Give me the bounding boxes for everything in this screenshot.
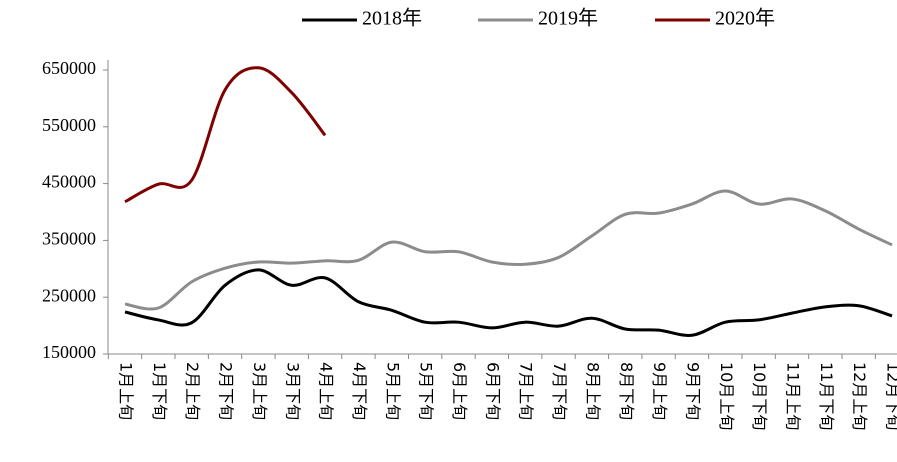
x-tick-label: 10月上旬 (717, 362, 736, 430)
x-tick-label: 6月上旬 (450, 362, 469, 420)
x-tick-label: 8月上旬 (583, 362, 602, 420)
x-tick-label: 2月上旬 (183, 362, 202, 420)
x-tick-label: 10月下旬 (750, 362, 769, 430)
legend-label: 2019年 (538, 7, 598, 30)
x-tick-label: 11月上旬 (784, 362, 803, 430)
x-tick-label: 7月上旬 (517, 362, 536, 420)
x-tick-label: 1月下旬 (150, 362, 169, 420)
x-tick-label: 5月上旬 (383, 362, 402, 420)
legend-label: 2018年 (362, 7, 422, 30)
x-tick-label: 12月上旬 (850, 362, 869, 430)
x-tick-label: 1月上旬 (117, 362, 136, 420)
y-tick-label: 150000 (42, 342, 96, 362)
x-tick-label: 4月上旬 (317, 362, 336, 420)
y-tick-label: 350000 (42, 229, 96, 249)
x-tick-label: 9月上旬 (650, 362, 669, 420)
x-tick-label: 8月下旬 (617, 362, 636, 420)
y-tick-label: 250000 (42, 285, 96, 305)
line-series (124, 268, 893, 337)
x-tick-label: 4月下旬 (350, 362, 369, 420)
x-tick-label: 7月下旬 (550, 362, 569, 420)
line-series (124, 189, 893, 311)
x-tick-label: 3月下旬 (283, 362, 302, 420)
y-tick-label: 550000 (42, 115, 96, 135)
line-series (124, 66, 327, 204)
y-tick-label: 450000 (42, 172, 96, 192)
x-tick-label: 3月上旬 (250, 362, 269, 420)
x-tick-label: 9月下旬 (683, 362, 702, 420)
y-tick-label: 650000 (42, 58, 96, 78)
x-tick-label: 12月下旬 (884, 362, 897, 430)
x-tick-label: 6月下旬 (483, 362, 502, 420)
x-tick-label: 2月下旬 (217, 362, 236, 420)
x-tick-label: 5月下旬 (417, 362, 436, 420)
legend-label: 2020年 (715, 7, 775, 30)
x-tick-label: 11月下旬 (817, 362, 836, 430)
